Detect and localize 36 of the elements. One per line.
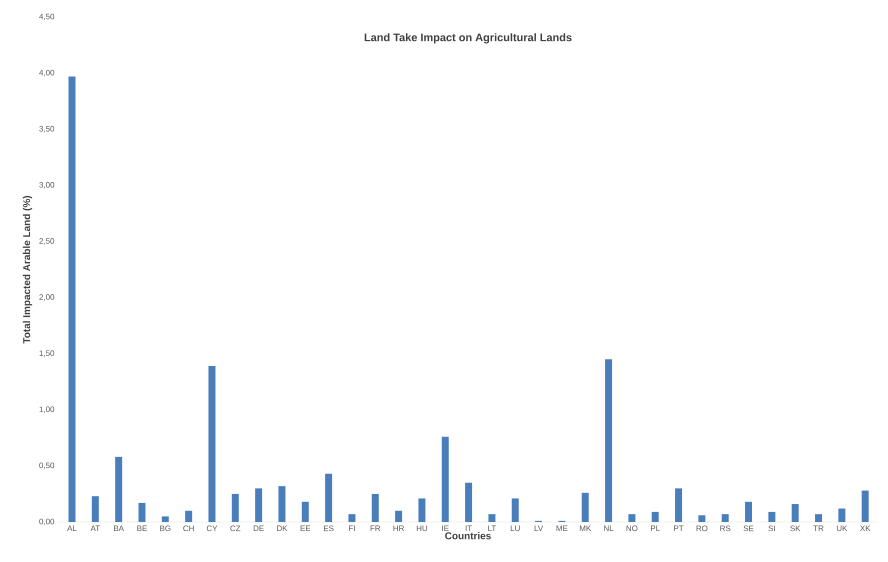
bar xyxy=(372,494,379,522)
bar xyxy=(605,359,612,522)
bar xyxy=(92,496,99,522)
bar xyxy=(255,488,262,522)
y-axis-title: Total Impacted Arable Land (%) xyxy=(22,196,32,344)
bar xyxy=(512,498,519,522)
bar xyxy=(745,502,752,522)
bar xyxy=(418,498,426,522)
bar xyxy=(675,488,682,522)
bar xyxy=(768,512,776,522)
bar xyxy=(815,514,822,522)
bar xyxy=(628,514,636,522)
bar xyxy=(442,436,449,522)
bar xyxy=(465,482,472,522)
bar xyxy=(208,366,216,522)
bar xyxy=(348,514,356,522)
bar xyxy=(792,504,799,522)
bar xyxy=(185,510,192,522)
bar xyxy=(838,508,846,522)
text: Land Take Impact on Agricultural Lands xyxy=(364,33,572,44)
bar xyxy=(488,514,496,522)
bar xyxy=(278,486,286,522)
bar xyxy=(395,510,402,522)
bar xyxy=(138,502,146,522)
bar xyxy=(232,494,239,522)
bar xyxy=(162,516,169,522)
x-axis-title: Countries xyxy=(445,532,491,540)
bar xyxy=(698,515,706,522)
bar xyxy=(325,474,332,522)
bar xyxy=(722,514,729,522)
bar xyxy=(862,490,869,522)
bar xyxy=(582,492,589,522)
bar xyxy=(68,76,76,522)
bar xyxy=(115,456,122,522)
bar xyxy=(302,502,309,522)
bar xyxy=(652,512,659,522)
